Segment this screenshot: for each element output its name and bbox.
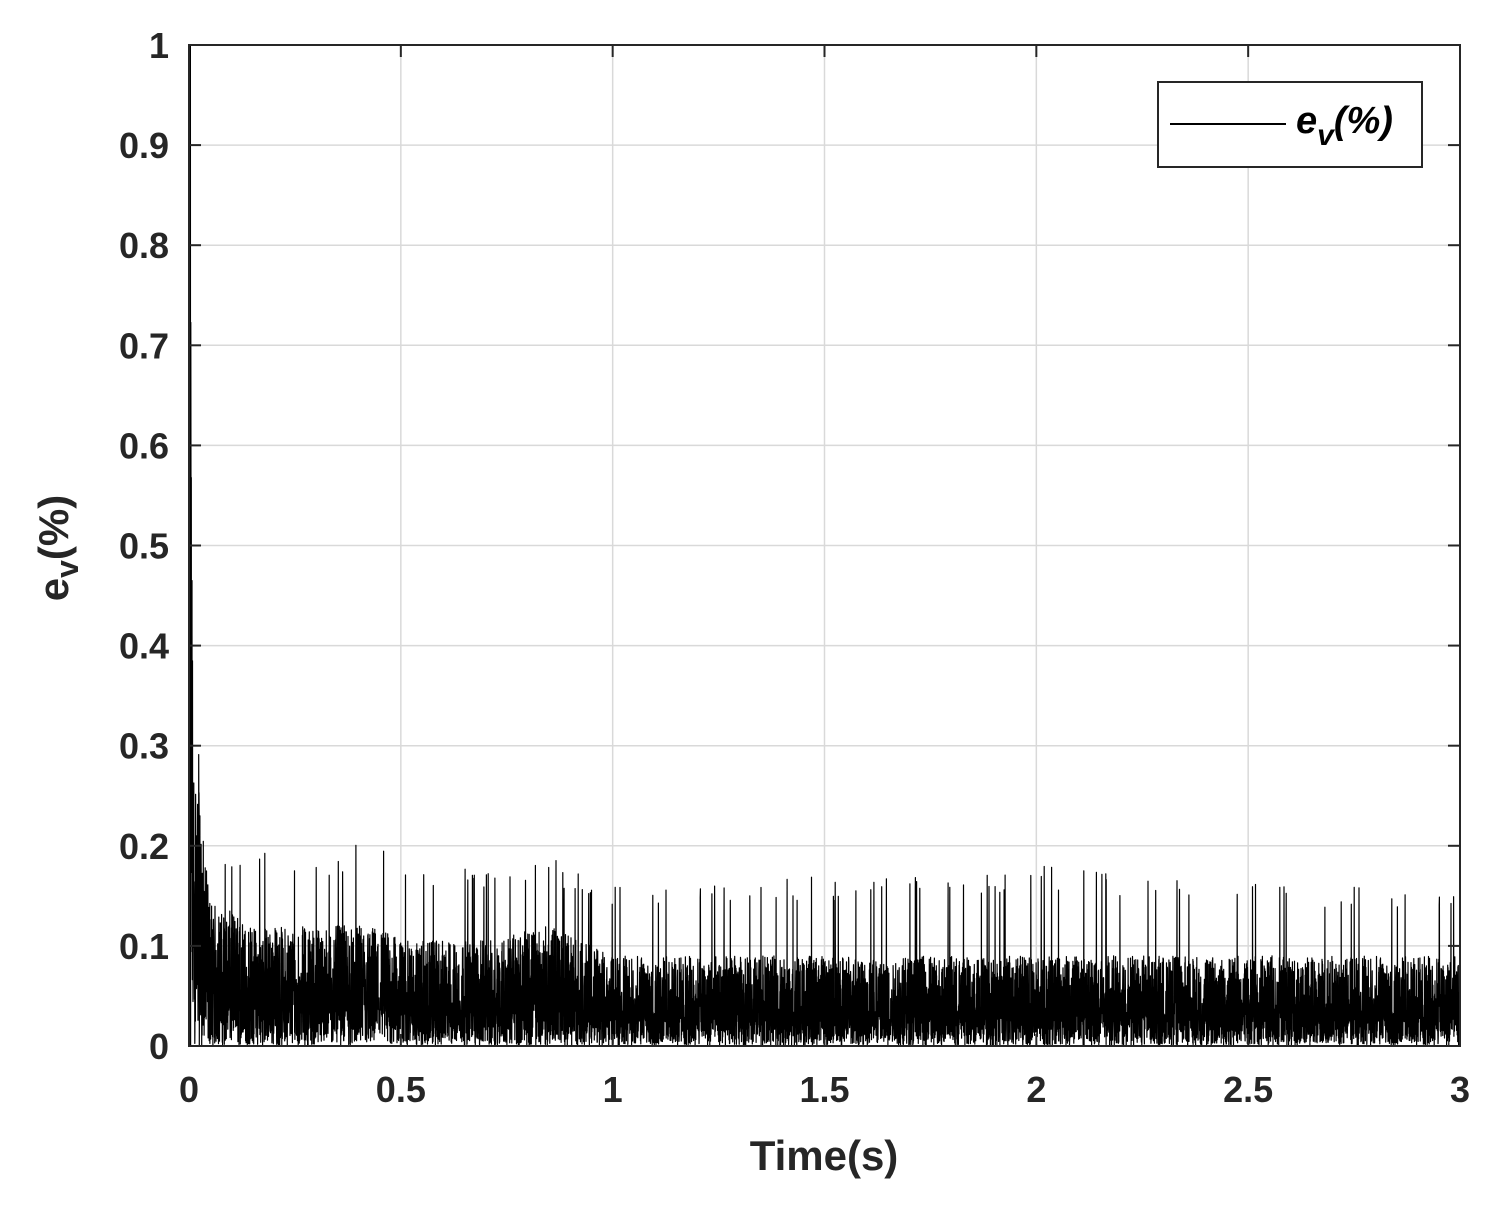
x-tick-label: 3: [1450, 1069, 1470, 1110]
y-tick-label: 1: [149, 25, 169, 66]
x-tick-label: 0.5: [376, 1069, 426, 1110]
y-tick-label: 0.3: [119, 726, 169, 767]
y-axis-label: ev(%): [30, 495, 85, 601]
y-tick-label: 0.2: [119, 826, 169, 867]
y-axis-label-base: e: [30, 578, 77, 601]
x-tick-labels: 0 0.5 1 1.5 2 2.5 3: [179, 1069, 1470, 1110]
y-tick-label: 0.6: [119, 425, 169, 466]
y-tick-label: 0.1: [119, 926, 169, 967]
y-tick-labels: 0 0.1 0.2 0.3 0.4 0.5 0.6 0.7 0.8 0.9 1: [119, 25, 169, 1067]
legend-entry-base: e: [1296, 100, 1317, 142]
x-tick-label: 1: [603, 1069, 623, 1110]
x-tick-label: 2.5: [1223, 1069, 1273, 1110]
x-tick-label: 1.5: [799, 1069, 849, 1110]
x-tick-label: 2: [1026, 1069, 1046, 1110]
y-tick-label: 0.7: [119, 325, 169, 366]
y-axis-label-subscript: v: [49, 560, 85, 578]
legend-entry-label: ev(%): [1296, 100, 1393, 152]
tick-marks: [188, 44, 1461, 1047]
x-axis-label: Time(s): [750, 1132, 899, 1179]
legend-entry-subscript: v: [1317, 119, 1336, 152]
y-tick-label: 0.8: [119, 225, 169, 266]
legend-entry-tail: (%): [1334, 100, 1393, 142]
y-tick-label: 0.4: [119, 626, 169, 667]
y-axis-label-tail: (%): [30, 495, 77, 560]
legend: ev(%): [1157, 81, 1423, 168]
y-tick-label: 0.9: [119, 125, 169, 166]
y-tick-label: 0: [149, 1026, 169, 1067]
x-tick-label: 0: [179, 1069, 199, 1110]
y-tick-label: 0.5: [119, 526, 169, 567]
